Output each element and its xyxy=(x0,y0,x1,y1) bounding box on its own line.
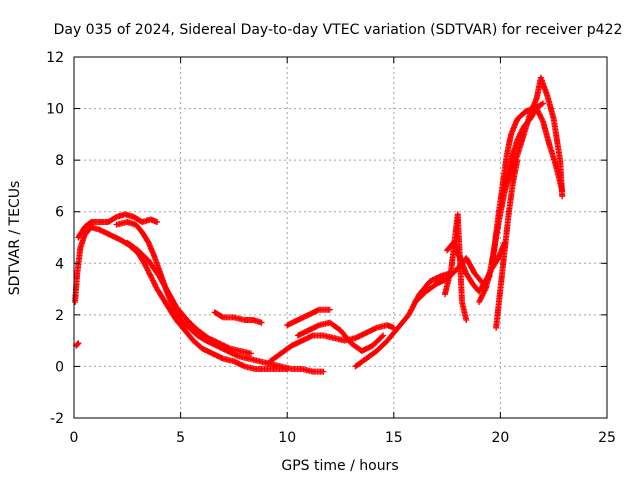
x-tick-label: 0 xyxy=(70,430,79,446)
x-tick-label: 25 xyxy=(598,430,616,446)
series-markers xyxy=(493,157,521,331)
grid-lines xyxy=(74,57,607,418)
series-markers xyxy=(267,322,397,365)
y-tick-label: 10 xyxy=(46,102,64,118)
series-track-16 xyxy=(493,157,521,331)
data-series xyxy=(72,74,566,375)
chart-title: Day 035 of 2024, Sidereal Day-to-day VTE… xyxy=(54,22,623,38)
series-markers xyxy=(124,239,254,357)
y-tick-label: 4 xyxy=(55,256,64,272)
series-track-7 xyxy=(267,322,397,365)
series-track-2 xyxy=(75,211,161,241)
series-track-12 xyxy=(442,211,470,323)
y-axis-label: SDTVAR / TECUs xyxy=(7,181,23,296)
x-axis-label: GPS time / hours xyxy=(281,458,398,474)
series-markers xyxy=(284,306,333,329)
series-track-1 xyxy=(72,224,291,372)
series-markers xyxy=(211,309,265,326)
y-tick-label: 12 xyxy=(46,50,64,66)
series-markers xyxy=(294,319,387,354)
series-markers xyxy=(73,340,82,349)
y-tick-label: 6 xyxy=(55,205,64,221)
series-track-8 xyxy=(294,319,387,354)
x-tick-label: 15 xyxy=(385,430,403,446)
axis-ticks: 0 5 10 15 20 25 -2 0 2 4 6 8 10 12 xyxy=(46,50,616,446)
y-tick-label: -2 xyxy=(50,411,64,427)
y-tick-label: 0 xyxy=(55,359,64,375)
x-tick-label: 20 xyxy=(491,430,509,446)
y-tick-label: 2 xyxy=(55,308,64,324)
series-markers xyxy=(442,211,470,323)
series-track-5 xyxy=(211,309,265,326)
x-tick-label: 5 xyxy=(176,430,185,446)
plot-frame xyxy=(73,56,608,419)
x-tick-label: 10 xyxy=(278,430,296,446)
series-track-3 xyxy=(113,219,327,375)
series-track-isolated xyxy=(73,340,82,349)
series-markers xyxy=(113,219,327,375)
y-tick-label: 8 xyxy=(55,153,64,169)
series-markers xyxy=(72,224,291,372)
series-track-4 xyxy=(124,239,254,357)
series-markers xyxy=(75,211,161,241)
series-track-6 xyxy=(284,306,333,329)
